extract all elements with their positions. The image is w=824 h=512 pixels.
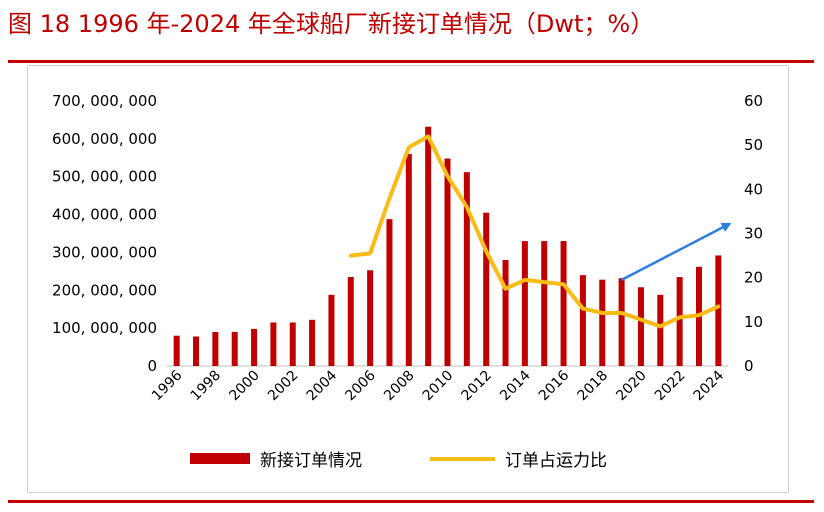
bar-2005 (347, 277, 354, 366)
bar-2001 (270, 322, 277, 366)
y-right-tick-label: 60 (744, 92, 763, 110)
bar-2000 (251, 328, 258, 366)
bar-2019 (618, 278, 625, 366)
legend: 新接订单情况 订单占运力比 (0, 446, 824, 471)
x-tick-label: 2010 (420, 368, 457, 405)
bar-1999 (231, 331, 238, 366)
bar-2007 (386, 219, 393, 366)
x-tick-label: 2000 (226, 368, 263, 405)
y-left-tick-label: 700, 000, 000 (52, 92, 157, 110)
y-left-tick-label: 500, 000, 000 (52, 168, 157, 186)
y-right-tick-label: 50 (744, 136, 763, 154)
bar-2016 (560, 241, 567, 366)
x-tick-label: 2020 (613, 368, 650, 405)
bottom-rule (8, 500, 814, 503)
bar-2008 (405, 154, 412, 366)
y-left-tick-label: 200, 000, 000 (52, 281, 157, 299)
y-right-tick-label: 0 (744, 357, 754, 375)
x-tick-label: 2014 (497, 367, 534, 404)
trend-arrow-annotation (621, 222, 732, 281)
bar-2009 (425, 126, 432, 366)
legend-item-ratio: 订单占运力比 (430, 446, 607, 471)
x-tick-label: 2004 (304, 367, 341, 404)
bar-2011 (463, 172, 470, 366)
bar-series (173, 126, 722, 366)
y-right-tick-label: 30 (744, 225, 763, 243)
legend-swatch-bar (190, 453, 250, 464)
bar-2003 (309, 319, 316, 366)
legend-label-ratio: 订单占运力比 (505, 451, 607, 471)
y-left-tick-label: 600, 000, 000 (52, 130, 157, 148)
bar-2022 (676, 277, 683, 366)
x-tick-label: 2024 (691, 367, 728, 404)
x-tick-label: 2012 (459, 368, 496, 405)
bar-2018 (599, 279, 606, 366)
x-tick-label: 2018 (575, 368, 612, 405)
x-tick-label: 2016 (536, 367, 573, 404)
legend-label-orders: 新接订单情况 (260, 451, 362, 471)
bar-2002 (289, 322, 296, 366)
y-left-tick-label: 300, 000, 000 (52, 243, 157, 261)
bar-2015 (541, 241, 548, 366)
y-left-tick-label: 400, 000, 000 (52, 206, 157, 224)
bar-1997 (193, 336, 200, 366)
bar-2006 (367, 270, 374, 366)
x-tick-label: 2008 (381, 368, 418, 405)
bar-2014 (521, 241, 528, 366)
bar-2012 (483, 212, 490, 366)
figure-title: 图 18 1996 年-2024 年全球船厂新接订单情况（Dwt；%） (8, 10, 655, 38)
bar-2010 (444, 158, 451, 366)
bar-2004 (328, 294, 335, 366)
bar-2021 (657, 294, 664, 366)
bar-1996 (173, 335, 180, 366)
bar-2017 (579, 275, 586, 366)
x-axis-ticks: 1996 1998 2000 2002 2004 2006 2008 2010 2012 2014… (149, 367, 727, 404)
y-right-tick-label: 20 (744, 269, 763, 287)
y-axis-right-ticks: 0 10 20 30 40 50 60 (744, 92, 763, 375)
y-right-tick-label: 40 (744, 180, 763, 198)
chart-frame (27, 65, 789, 493)
x-tick-label: 1998 (188, 368, 225, 405)
bar-2013 (502, 260, 509, 366)
y-right-tick-label: 10 (744, 313, 763, 331)
x-tick-label: 2006 (342, 367, 379, 404)
legend-swatch-line (430, 456, 495, 461)
y-left-tick-label: 0 (147, 357, 157, 375)
bar-1998 (212, 331, 219, 366)
ratio-line-series (348, 134, 721, 329)
top-rule (8, 60, 814, 63)
x-tick-label: 2022 (652, 368, 689, 405)
y-left-tick-label: 100, 000, 000 (52, 319, 157, 337)
bar-2024 (715, 255, 722, 366)
legend-item-orders: 新接订单情况 (190, 446, 362, 471)
x-tick-label: 2002 (265, 368, 302, 405)
bar-2020 (637, 287, 644, 366)
y-axis-left-ticks: 0 100, 000, 000 200, 000, 000 300, 000, 000… (52, 92, 157, 375)
